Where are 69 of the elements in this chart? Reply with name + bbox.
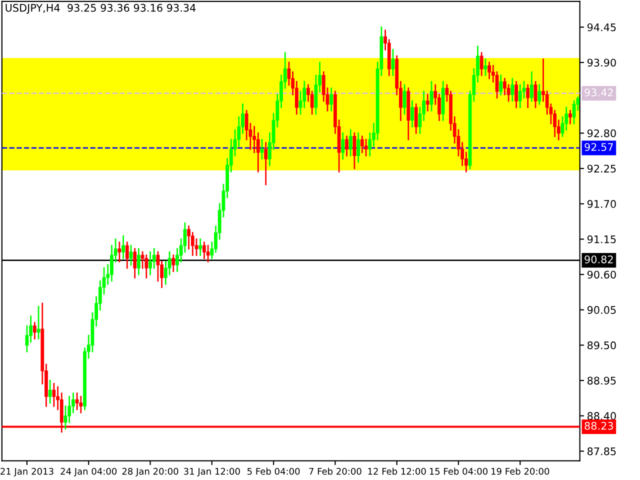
candlestick <box>122 235 125 260</box>
chart-title: USDJPY,H4 93.25 93.36 93.16 93.34 <box>6 4 196 14</box>
candlestick <box>118 242 122 262</box>
y-tick-label: 92.80 <box>587 129 616 138</box>
y-tick-label: 90.05 <box>587 306 616 314</box>
candlestick <box>79 396 83 414</box>
candlestick <box>488 62 491 80</box>
x-tick-label: 31 Jan 12:00 <box>184 468 240 476</box>
candlestick <box>364 138 368 156</box>
ref-line-label: 88.23 <box>584 422 613 430</box>
candlestick <box>518 84 522 108</box>
candlestick <box>530 71 534 102</box>
ref-line-label: 90.82 <box>584 255 613 264</box>
candlestick <box>426 94 430 112</box>
candlestick <box>480 52 484 76</box>
candlestick <box>148 251 152 276</box>
candlestick <box>198 238 202 256</box>
ref-line-label: 93.42 <box>584 88 613 96</box>
candlestick <box>345 136 348 156</box>
candlestick <box>129 244 133 266</box>
candlestick <box>330 87 334 112</box>
ref-line-label: 92.57 <box>584 143 613 151</box>
candlestick <box>402 84 406 115</box>
candlestick <box>414 104 418 134</box>
candlestick <box>202 242 206 260</box>
candlestick <box>526 84 530 108</box>
candlestick <box>510 78 514 102</box>
x-tick-label: 19 Feb 20:00 <box>492 468 550 475</box>
candlestick <box>341 132 345 160</box>
candlestick <box>52 383 56 407</box>
x-tick-label: 5 Feb 04:00 <box>248 468 300 475</box>
candlestick <box>144 254 148 278</box>
candlestick <box>172 254 176 272</box>
candlestick <box>136 248 140 276</box>
x-tick-label: 28 Jan 20:00 <box>122 468 178 476</box>
y-tick-label: 91.15 <box>587 235 616 244</box>
candlestick <box>534 81 538 108</box>
y-tick-label: 91.70 <box>587 200 616 208</box>
candlestick <box>206 244 210 262</box>
candlestick <box>75 392 79 410</box>
candlestick <box>264 142 268 186</box>
candlestick <box>514 81 518 108</box>
x-tick-label: 7 Feb 20:00 <box>309 468 362 475</box>
y-tick-label: 92.25 <box>587 164 616 173</box>
x-tick-label: 21 Jan 2013 <box>0 468 54 476</box>
y-tick-label: 90.60 <box>587 270 616 279</box>
candlestick <box>260 138 264 160</box>
candlestick <box>499 74 503 96</box>
candlestick <box>538 84 542 105</box>
candlestick <box>568 110 572 124</box>
candlestick <box>356 132 360 163</box>
x-tick-label: 12 Feb 12:00 <box>368 468 426 475</box>
candlestick <box>36 306 40 340</box>
y-tick-label: 87.85 <box>587 447 616 456</box>
x-tick-label: 24 Jan 04:00 <box>60 468 117 476</box>
candlestick <box>48 380 52 404</box>
candlestick <box>32 322 36 340</box>
candlestick <box>133 248 137 278</box>
candlestick <box>360 136 364 154</box>
candlestick <box>572 100 576 124</box>
candlestick <box>125 242 129 269</box>
candlestick <box>348 129 352 156</box>
y-tick-label: 89.50 <box>587 341 616 350</box>
y-tick-label: 88.95 <box>587 376 616 385</box>
y-tick-label: 88.40 <box>587 412 616 420</box>
x-tick-label: 15 Feb 04:00 <box>430 468 488 475</box>
y-tick-label: 94.45 <box>587 23 616 32</box>
y-tick-label: 93.90 <box>587 58 616 67</box>
candlestick <box>410 100 414 128</box>
